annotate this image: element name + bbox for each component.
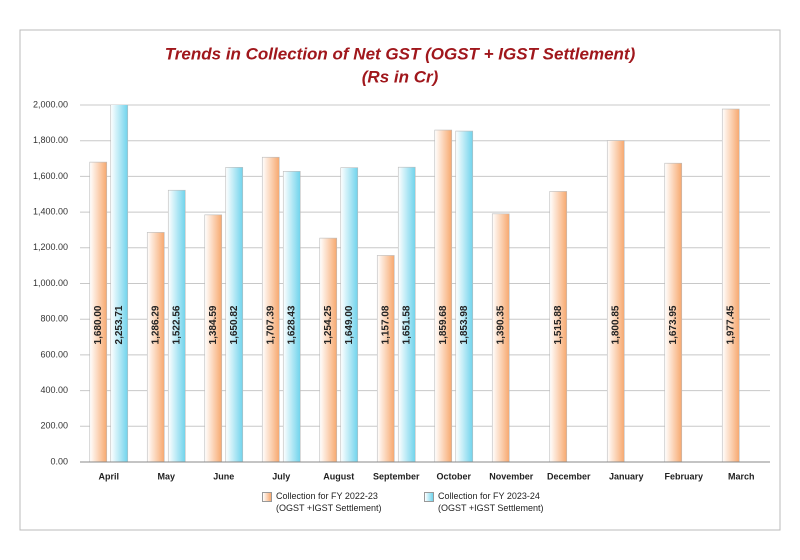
value-label: 1,650.82 (229, 305, 240, 344)
value-label: 1,651.58 (401, 305, 412, 344)
y-tick-label: 1,000.00 (33, 278, 68, 288)
bar (376, 255, 395, 462)
value-label: 1,522.56 (171, 305, 182, 344)
y-tick-label: 400.00 (40, 385, 68, 395)
x-tick-label: August (323, 471, 354, 481)
bar (204, 214, 223, 462)
y-tick-label: 800.00 (40, 314, 68, 324)
value-label: 1,977.45 (725, 305, 736, 344)
value-label: 1,707.39 (265, 305, 276, 344)
bar (721, 108, 740, 462)
bar (110, 105, 129, 462)
x-tick-label: December (547, 471, 591, 481)
y-tick-label: 1,600.00 (33, 171, 68, 181)
legend-label: Collection for FY 2023-24 (OGST +IGST Se… (438, 491, 544, 513)
y-tick-label: 2,000.00 (33, 99, 68, 109)
labels: 0.00 200.00 400.00 600.00 800.00 1,000.00 1,20… (33, 99, 755, 481)
y-tick-label: 600.00 (40, 349, 68, 359)
x-tick-label: June (213, 471, 234, 481)
value-label: 1,859.68 (438, 305, 449, 344)
y-tick-label: 0.00 (50, 456, 68, 466)
value-label: 1,515.88 (553, 305, 564, 344)
y-tick-label: 1,800.00 (33, 135, 68, 145)
bar (491, 213, 510, 462)
x-tick-label: January (609, 471, 644, 481)
legend-item: Collection for FY 2022-23 (OGST +IGST Se… (262, 490, 402, 514)
value-label: 1,800.85 (610, 305, 621, 344)
value-label: 1,853.98 (459, 305, 470, 344)
legend-swatch (424, 492, 434, 502)
value-label: 1,157.08 (380, 305, 391, 344)
value-label: 1,390.35 (495, 305, 506, 344)
chart-title: Trends in Collection of Net GST (OGST + … (165, 44, 636, 63)
bar (319, 237, 338, 462)
x-tick-label: September (373, 471, 420, 481)
value-label: 1,384.59 (208, 305, 219, 344)
legend-swatch (262, 492, 272, 502)
chart-subtitle: (Rs in Cr) (362, 67, 439, 86)
x-tick-label: March (728, 471, 755, 481)
bar (89, 161, 108, 462)
value-label: 1,649.00 (344, 305, 355, 344)
bars (89, 105, 740, 462)
bar (434, 129, 453, 462)
x-tick-label: February (664, 471, 703, 481)
value-label: 1,628.43 (286, 305, 297, 344)
y-tick-label: 1,200.00 (33, 242, 68, 252)
bar (549, 191, 568, 462)
x-tick-label: October (436, 471, 471, 481)
bar (455, 130, 474, 462)
bar (664, 162, 683, 462)
value-label: 1,680.00 (93, 305, 104, 344)
bar (340, 167, 359, 462)
y-tick-label: 1,400.00 (33, 206, 68, 216)
value-label: 2,253.71 (114, 305, 125, 344)
x-tick-label: April (98, 471, 119, 481)
value-label: 1,673.95 (668, 305, 679, 344)
x-tick-label: November (489, 471, 534, 481)
chart-border (19, 29, 781, 531)
value-label: 1,254.25 (323, 305, 334, 344)
bar (146, 232, 165, 462)
legend-item: Collection for FY 2023-24 (OGST +IGST Se… (424, 490, 564, 514)
legend: Collection for FY 2022-23 (OGST +IGST Se… (262, 490, 564, 514)
value-label: 1,286.29 (150, 305, 161, 344)
x-tick-label: July (272, 471, 290, 481)
bar (606, 140, 625, 462)
x-tick-label: May (157, 471, 175, 481)
legend-label: Collection for FY 2022-23 (OGST +IGST Se… (276, 491, 382, 513)
bar (397, 166, 416, 462)
y-tick-label: 200.00 (40, 421, 68, 431)
